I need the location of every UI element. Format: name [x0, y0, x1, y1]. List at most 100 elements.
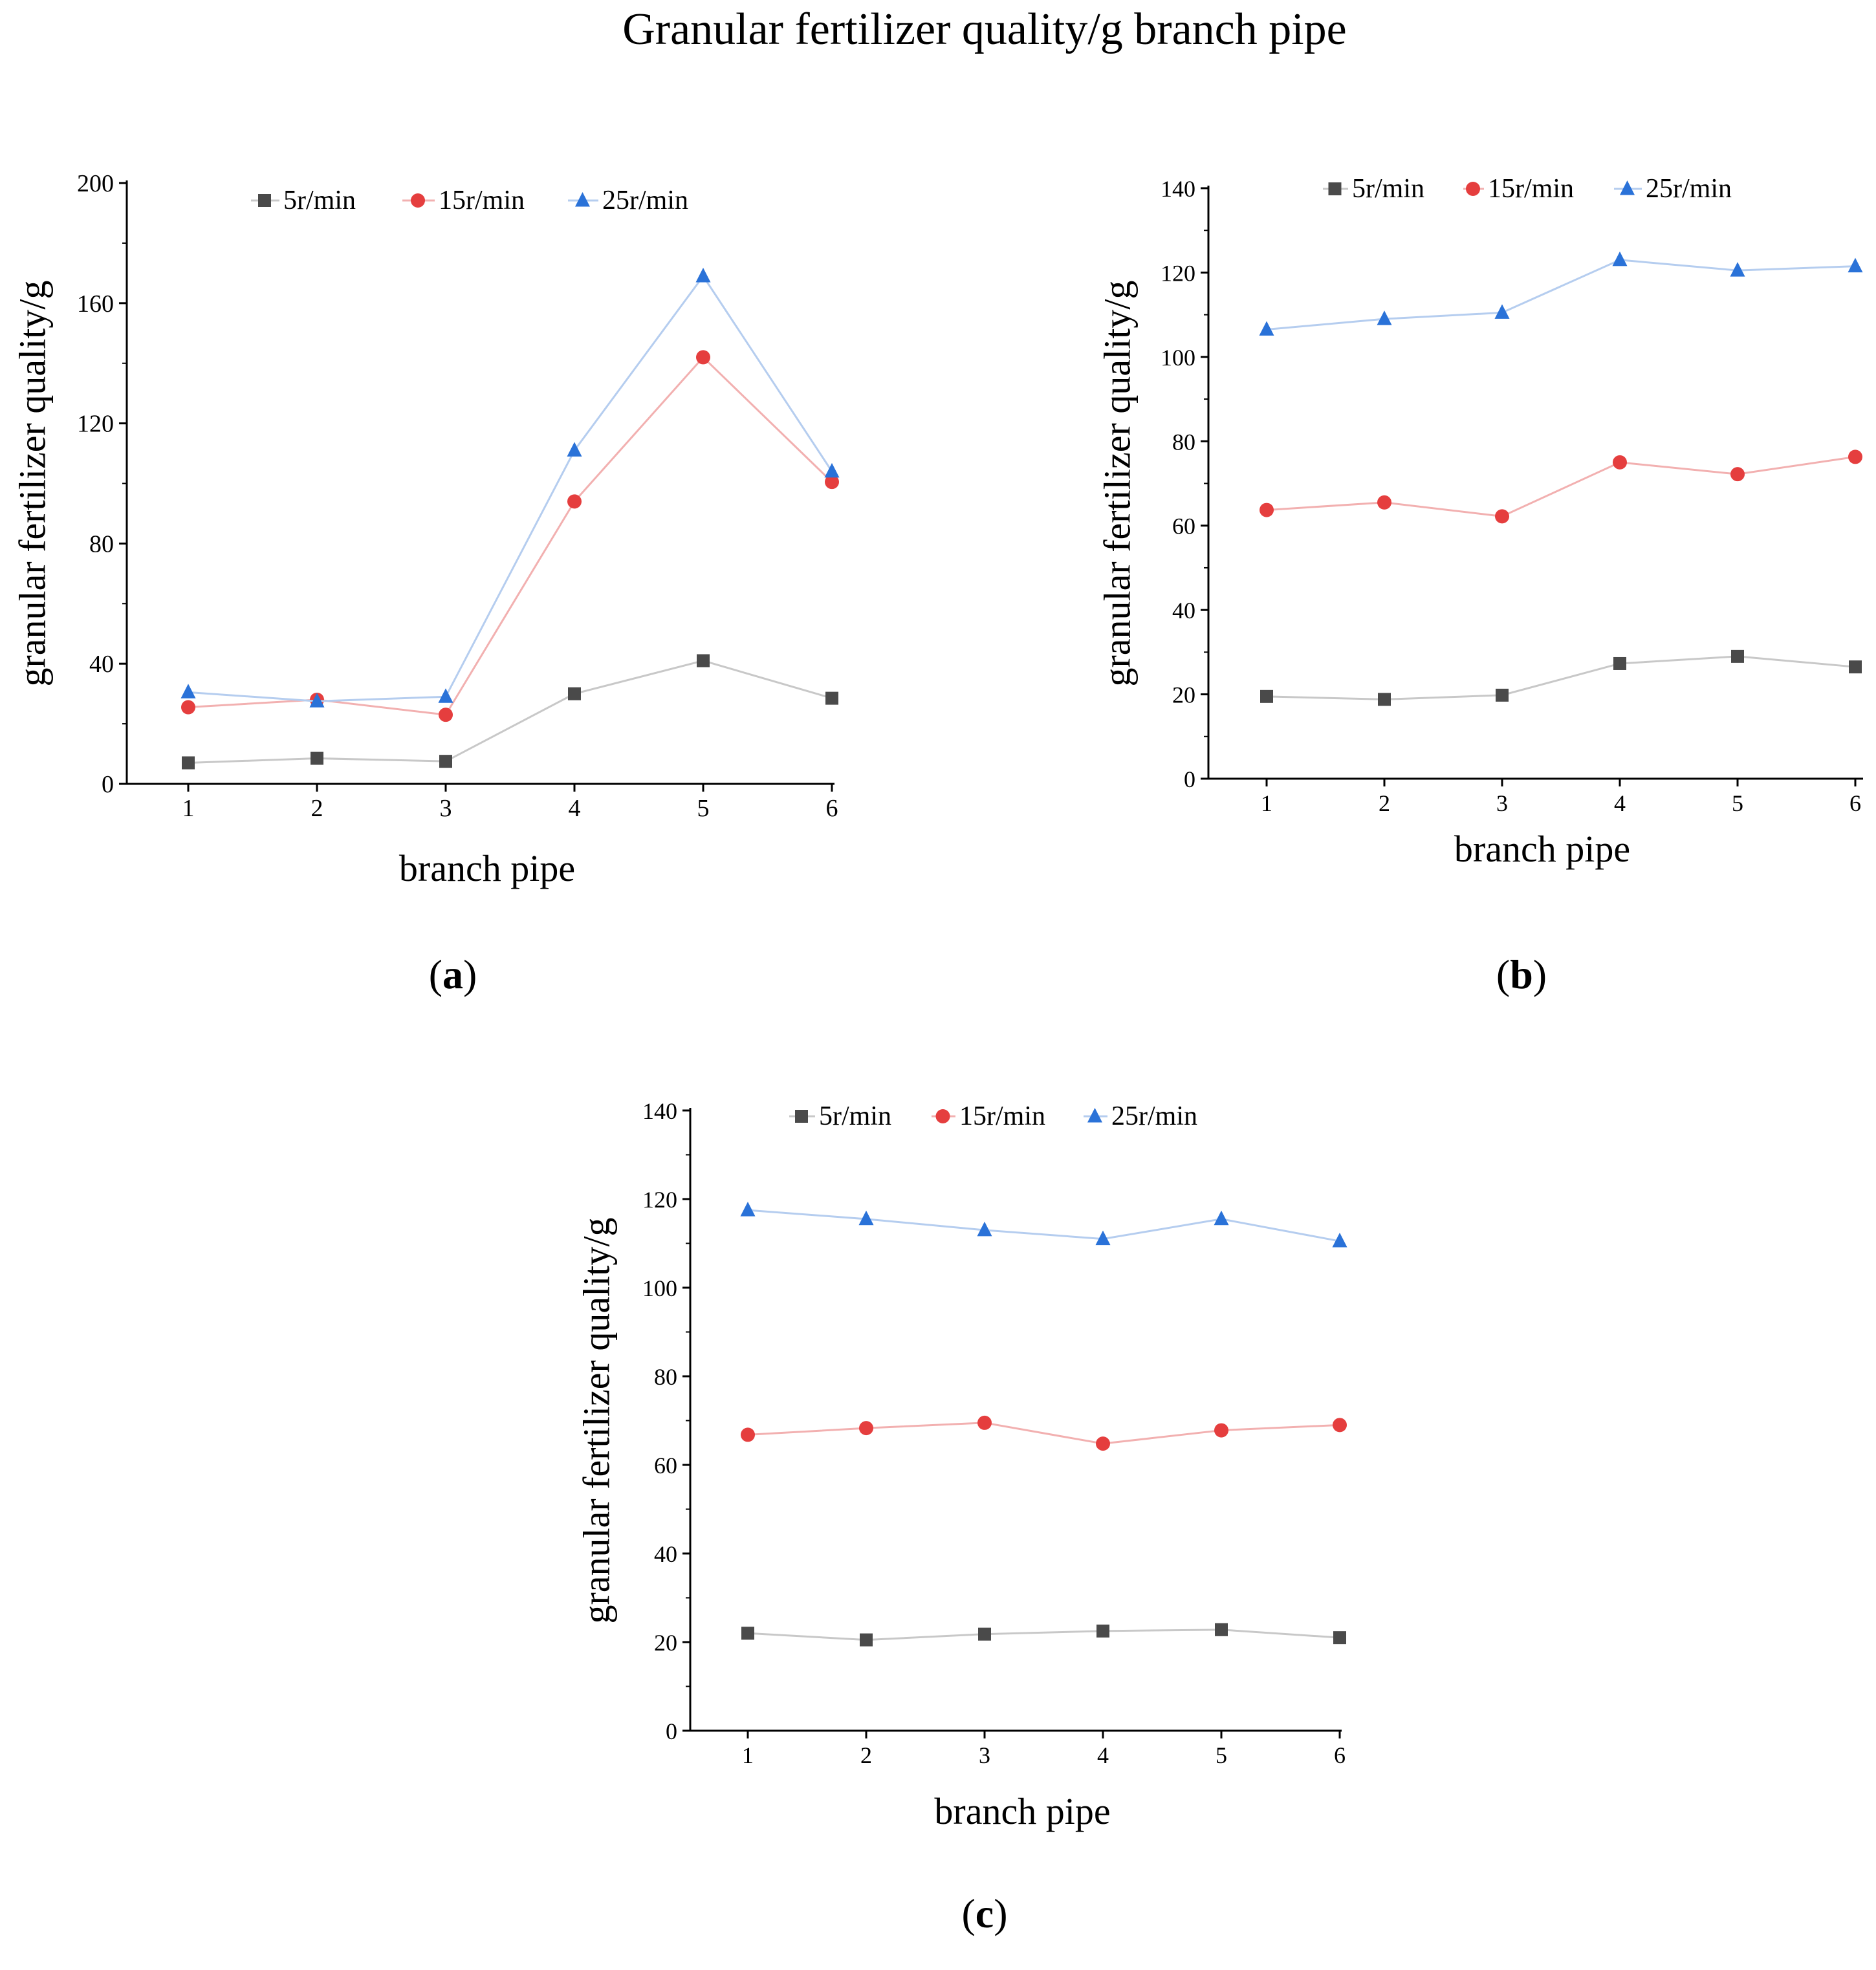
y-tick-label: 20 [1172, 682, 1195, 708]
x-tick-label: 2 [311, 795, 323, 822]
data-point [1612, 251, 1628, 266]
series-line-15r/min [747, 1422, 1340, 1445]
legend-marker [575, 191, 590, 207]
legend-label: 5r/min [283, 186, 356, 215]
series-line-5r/min [1266, 655, 1856, 700]
data-point [1214, 1423, 1228, 1438]
legend-marker [1087, 1107, 1102, 1123]
y-tick-label: 140 [1161, 176, 1195, 202]
data-point [568, 687, 581, 700]
legend-label: 25r/min [1646, 174, 1732, 204]
y-tick-label: 40 [654, 1541, 677, 1567]
y-tick-label: 80 [1172, 429, 1195, 455]
y-tick-label: 120 [1161, 260, 1195, 286]
data-point [1095, 1230, 1111, 1246]
y-tick-label: 120 [642, 1187, 677, 1213]
series-line-15r/min [1266, 455, 1856, 517]
data-point [438, 688, 453, 703]
data-point [977, 1221, 992, 1237]
x-tick-label: 1 [742, 1742, 754, 1768]
y-tick-label: 200 [77, 170, 114, 197]
legend-marker [935, 1109, 950, 1123]
data-point [1215, 1623, 1228, 1636]
data-point [439, 755, 452, 768]
data-point [1096, 1436, 1110, 1451]
data-point [180, 684, 196, 698]
data-point [824, 462, 840, 478]
legend: 5r/min 15r/min 25r/min [251, 186, 688, 215]
data-point [1730, 262, 1745, 277]
legend-marker [795, 1110, 808, 1123]
y-axis-label: granular fertilizer quality/g [11, 280, 53, 686]
x-tick-label: 4 [569, 795, 581, 822]
panel-caption: (b) [1496, 951, 1547, 997]
y-tick-label: 0 [102, 771, 114, 798]
data-point [1214, 1210, 1229, 1226]
legend-label: 25r/min [602, 186, 688, 215]
series-line-25r/min [747, 1209, 1340, 1242]
data-point [859, 1421, 873, 1436]
y-tick-label: 60 [1172, 514, 1195, 539]
data-point [1848, 449, 1862, 464]
legend-marker [258, 194, 271, 207]
data-point [309, 693, 325, 708]
figure-title: Granular fertilizer quality/g branch pip… [622, 5, 1347, 54]
data-point [1378, 693, 1391, 706]
data-point [1259, 321, 1274, 336]
y-tick-label: 100 [642, 1275, 677, 1301]
data-point [1332, 1233, 1347, 1248]
data-point [860, 1633, 873, 1647]
y-tick-label: 120 [77, 411, 114, 438]
series-line-5r/min [747, 1629, 1340, 1641]
y-tick-label: 0 [666, 1718, 677, 1744]
series-line-25r/min [188, 274, 833, 702]
y-axis-label: granular fertilizer quality/g [1096, 280, 1138, 686]
legend: 5r/min 15r/min 25r/min [789, 1101, 1197, 1131]
panel-caption: (c) [961, 1890, 1007, 1936]
legend-label: 15r/min [439, 186, 525, 215]
data-point [1377, 310, 1392, 325]
x-tick-label: 6 [826, 795, 838, 822]
y-tick-label: 80 [89, 530, 114, 557]
data-point [182, 756, 195, 770]
x-tick-label: 3 [440, 795, 452, 822]
x-tick-label: 3 [979, 1742, 990, 1768]
x-tick-label: 1 [1261, 790, 1272, 816]
y-tick-label: 140 [642, 1098, 677, 1124]
legend-label: 15r/min [959, 1101, 1045, 1131]
x-tick-label: 6 [1334, 1742, 1346, 1768]
data-point [825, 691, 838, 705]
x-tick-label: 6 [1849, 790, 1861, 816]
x-tick-label: 5 [1216, 1742, 1227, 1768]
data-point [1730, 467, 1745, 482]
data-point [1260, 689, 1273, 703]
data-point [695, 267, 711, 283]
x-axis-label: branch pipe [1454, 828, 1630, 870]
panel-caption: (a) [429, 951, 477, 997]
data-point [741, 1427, 755, 1442]
data-point [978, 1627, 991, 1641]
legend-label: 5r/min [1352, 174, 1424, 204]
data-point [1849, 660, 1862, 674]
legend-marker [1328, 182, 1342, 195]
x-tick-label: 2 [860, 1742, 872, 1768]
data-point [567, 442, 582, 457]
data-point [1096, 1624, 1109, 1638]
series-line-15r/min [188, 356, 833, 716]
y-tick-label: 0 [1184, 766, 1195, 792]
data-point [858, 1210, 874, 1226]
data-point [1496, 688, 1509, 702]
chart-panel-b: 0 20 40 60 80 100 120 140 1 2 3 4 5 6 branch pipe granu… [1096, 174, 1863, 997]
x-tick-label: 5 [697, 795, 710, 822]
x-axis-label: branch pipe [934, 1790, 1110, 1832]
data-point [1494, 304, 1510, 319]
data-point [1495, 509, 1509, 524]
x-tick-label: 3 [1496, 790, 1508, 816]
x-tick-label: 2 [1379, 790, 1390, 816]
data-point [181, 700, 195, 715]
y-tick-label: 80 [654, 1364, 677, 1390]
data-point [977, 1415, 992, 1430]
legend-label: 5r/min [819, 1101, 891, 1131]
